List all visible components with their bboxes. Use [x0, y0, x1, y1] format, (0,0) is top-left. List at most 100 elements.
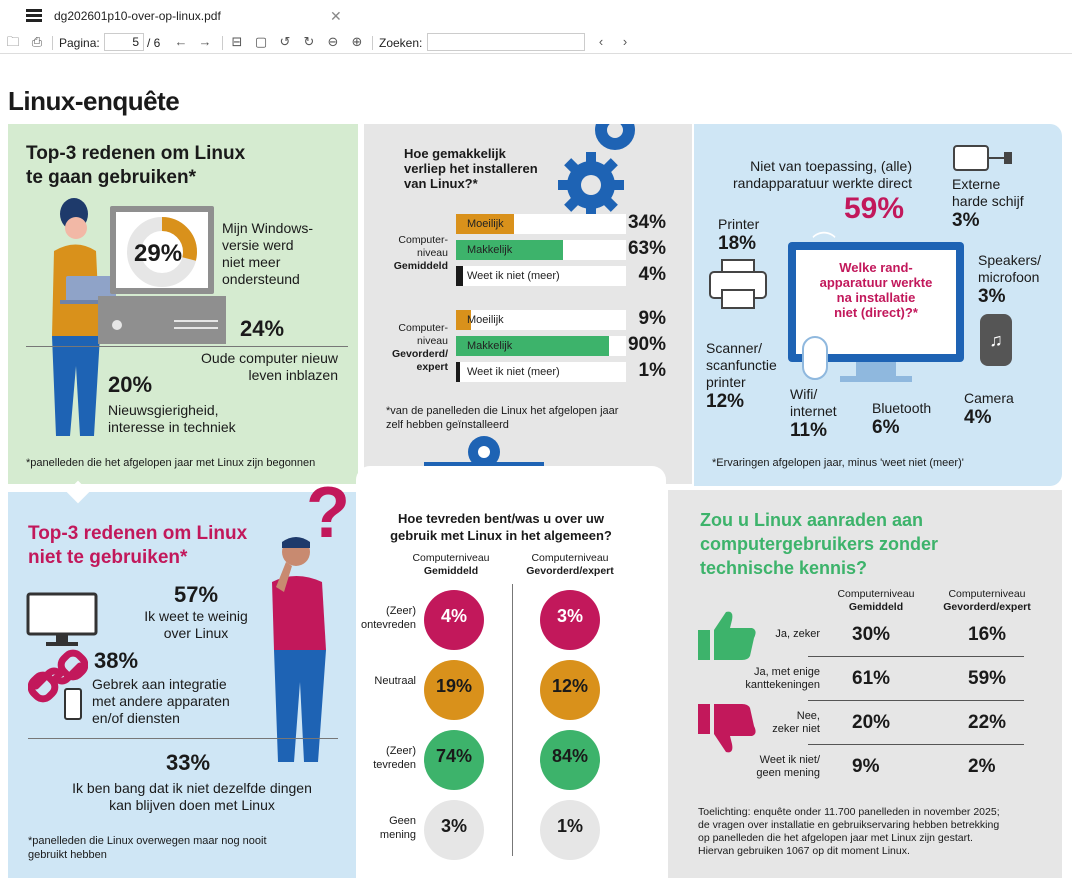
gear-icon	[558, 152, 624, 218]
peripheral-question: Welke rand- apparatuur werkte na install…	[819, 260, 933, 320]
search-next-icon[interactable]: ›	[622, 34, 628, 49]
earbuds-icon: ⌒	[812, 231, 836, 258]
fit-page-icon[interactable]: ▢	[254, 34, 268, 49]
bar-fill	[456, 214, 514, 234]
peripheral-label: Scanner/ scanfunctie printer	[706, 340, 777, 390]
panel2-note: *van de panelleden die Linux het afgelop…	[386, 405, 619, 431]
notreason3-pct: 33%	[166, 750, 211, 775]
page-label: Pagina:	[59, 36, 100, 50]
peripheral-label: Wifi/ internet	[790, 386, 837, 419]
broken-link-icon	[28, 649, 88, 703]
rec-row-label: Ja, met enige kanttekeningen	[745, 666, 820, 691]
bar-label: Moeilijk	[467, 314, 504, 326]
panel1-note: *panelleden die het afgelopen jaar met L…	[26, 457, 316, 469]
bar-fill	[456, 362, 460, 382]
bar-fill	[456, 266, 463, 286]
peripheral-label: Bluetooth	[872, 400, 932, 416]
bar-label: Makkelijk	[467, 244, 513, 256]
panel1-title: Top-3 redenen om Linux te gaan gebruiken*	[26, 143, 246, 188]
rec-val2: 22%	[968, 712, 1007, 733]
sat-circle-v2: 12%	[540, 660, 600, 720]
prev-page-icon[interactable]: ←	[174, 34, 188, 49]
bar-pct: 34%	[627, 212, 666, 233]
rec-val1: 9%	[852, 756, 880, 777]
rec-row-label: Ja, zeker	[775, 628, 820, 640]
notreason3-text: Ik ben bang dat ik niet dezelfde dingen …	[72, 780, 312, 813]
next-page-icon[interactable]: →	[198, 34, 212, 49]
rec-row-label: Nee, zeker niet	[772, 710, 820, 735]
thumbs-up-icon	[698, 611, 756, 660]
panel3-note: *Ervaringen afgelopen jaar, minus 'weet …	[712, 457, 964, 469]
zoom-in-icon[interactable]: ⊕	[351, 34, 363, 49]
panel-satisfaction: Hoe tevreden bent/was u over uw gebruik …	[356, 466, 666, 878]
peripheral-label: Externe harde schijf	[952, 176, 1024, 209]
rec-val1: 30%	[852, 624, 891, 645]
mouse-icon	[802, 336, 828, 380]
rec-val2: 59%	[968, 668, 1007, 689]
peripheral-pct: 18%	[718, 233, 757, 254]
rec-row-label: Weet ik niet/ geen mening	[756, 754, 820, 779]
satisfaction-question: Hoe tevreden bent/was u over uw gebruik …	[390, 511, 612, 543]
group2-label: Computer- niveau Gevorderd/ expert	[391, 322, 448, 373]
bar-fill	[456, 336, 609, 356]
printer-icon	[709, 259, 767, 309]
search-input[interactable]	[427, 33, 585, 51]
bar-track	[456, 266, 626, 286]
peripheral-label: Camera	[964, 390, 1014, 406]
open-folder-icon[interactable]: 🗀	[6, 34, 20, 49]
panel4-title: Top-3 redenen om Linux niet te gebruiken*	[28, 523, 248, 568]
bar-fill	[456, 310, 472, 330]
fit-width-icon[interactable]: ⊟	[231, 34, 243, 49]
phone-icon	[64, 688, 82, 720]
rec-col2-head: Computerniveau Gevorderd/expert	[943, 588, 1031, 613]
sat-row-label: (Zeer) ontevreden	[360, 605, 416, 631]
hard-disk-icon	[953, 145, 1012, 171]
rec-val2: 2%	[968, 756, 996, 777]
reason2-pct: 24%	[240, 316, 285, 341]
na-text: Niet van toepassing, (alle) randapparatu…	[733, 158, 912, 191]
monitor-small-icon	[26, 592, 98, 646]
panel-reasons-not: Top-3 redenen om Linux niet te gebruiken*…	[8, 473, 358, 878]
panel-peripherals: Niet van toepassing, (alle) randapparatu…	[694, 124, 1062, 486]
peripheral-pct: 11%	[790, 420, 827, 441]
woman-laptop-illustration	[52, 198, 116, 436]
donut-29	[127, 217, 197, 287]
rec-val1: 20%	[852, 712, 891, 733]
bar-fill	[456, 240, 564, 260]
panel-reasons-to-use: Top-3 redenen om Linux te gaan gebruiken*…	[8, 124, 358, 484]
sat-row-label: (Zeer) tevreden	[373, 745, 416, 771]
print-icon[interactable]: ⎙	[31, 34, 43, 49]
rotate-right-icon[interactable]: ↻	[303, 34, 315, 49]
peripheral-label: Speakers/ microfoon	[978, 252, 1042, 285]
sat-circle-v1: 3%	[424, 800, 484, 860]
page-input[interactable]: 5	[104, 33, 144, 51]
close-tab-icon[interactable]: ✕	[330, 8, 342, 24]
man-thinking-illustration	[272, 537, 326, 762]
sat-circle-v2: 3%	[540, 590, 600, 650]
bar-track	[456, 310, 626, 330]
survey-note: Toelichting: enquête onder 11.700 panell…	[698, 806, 1000, 857]
search-prev-icon[interactable]: ‹	[598, 34, 604, 49]
rec-col1-head: Computerniveau Gemiddeld	[837, 588, 915, 613]
rec-divider	[808, 656, 1024, 657]
sat-circle-v1: 19%	[424, 660, 484, 720]
bar-label: Weet ik niet (meer)	[467, 366, 560, 378]
bar-pct: 90%	[627, 334, 666, 355]
rotate-left-icon[interactable]: ↺	[279, 34, 291, 49]
zoom-out-icon[interactable]: ⊖	[327, 34, 339, 49]
bar-pct: 1%	[638, 360, 666, 381]
peripheral-pct: 3%	[978, 286, 1006, 307]
peripheral-label: Printer	[718, 216, 760, 232]
menu-icon[interactable]	[26, 9, 42, 22]
sat-row-label: Geen mening	[379, 815, 416, 841]
sat-col2-head: Computerniveau Gevorderd/expert	[526, 552, 614, 577]
page-title: Linux-enquête	[8, 86, 180, 116]
peripheral-pct: 3%	[952, 210, 980, 231]
peripheral-pct: 4%	[964, 407, 992, 428]
peripheral-pct: 6%	[872, 417, 900, 438]
sat-circle-v1: 74%	[424, 730, 484, 790]
panel-installation: Hoe gemakkelijk verliep het installeren …	[364, 124, 692, 484]
tab-title[interactable]: dg202601p10-over-op-linux.pdf	[54, 9, 221, 23]
gear-small-icon	[595, 124, 635, 150]
sat-circle-v1: 4%	[424, 590, 484, 650]
